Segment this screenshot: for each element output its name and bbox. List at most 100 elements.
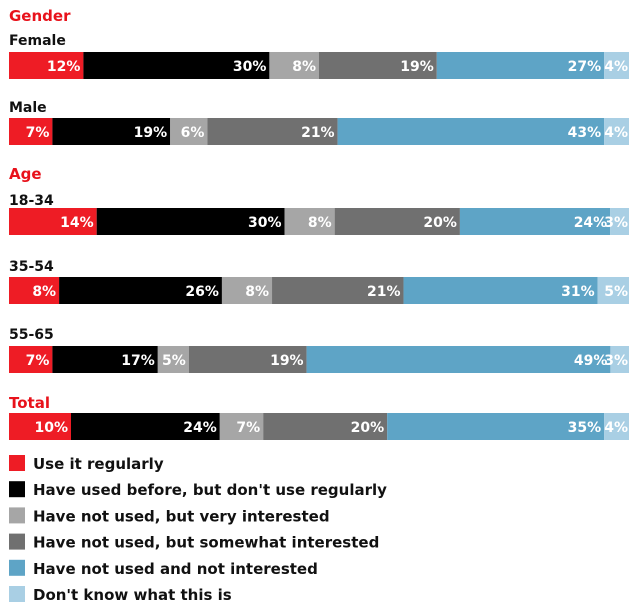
bar-segment xyxy=(604,413,629,440)
legend-label: Have not used and not interested xyxy=(33,560,318,578)
data-label: 19% xyxy=(400,59,434,75)
bar-row: 12% 30% 8% 19% 27% 4% xyxy=(9,52,629,79)
row-label: 55-65 xyxy=(9,327,54,343)
bar-segment xyxy=(9,208,97,235)
bar-segment xyxy=(436,52,605,79)
bar-segment xyxy=(219,413,264,440)
bar-segment xyxy=(9,118,53,145)
legend-label: Have not used, but very interested xyxy=(33,507,330,525)
row-label: Male xyxy=(9,100,47,116)
bar-segment xyxy=(188,346,307,373)
legend-swatch xyxy=(9,586,25,602)
section-heading: Total xyxy=(9,394,50,412)
bar-segment xyxy=(403,277,598,304)
data-label: 24% xyxy=(574,215,608,231)
data-label: 20% xyxy=(351,420,385,436)
bar-segment xyxy=(59,277,222,304)
data-label: 3% xyxy=(604,353,628,369)
data-label: 4% xyxy=(604,59,628,75)
data-label: 19% xyxy=(270,353,304,369)
data-label: 7% xyxy=(26,125,50,141)
legend-swatch xyxy=(9,507,25,524)
legend-swatch xyxy=(9,455,25,471)
data-label: 7% xyxy=(26,353,50,369)
data-label: 4% xyxy=(604,420,628,436)
data-label: 19% xyxy=(134,125,168,141)
data-label: 21% xyxy=(367,284,401,300)
data-label: 35% xyxy=(568,420,602,436)
bar-segment xyxy=(604,118,629,145)
bar-segment xyxy=(610,346,629,373)
row-label: 35-54 xyxy=(9,259,54,275)
bar-segment xyxy=(337,118,605,145)
bar-segment xyxy=(263,413,388,440)
legend-swatch xyxy=(9,533,25,550)
legend-swatch xyxy=(9,559,25,576)
bar-row: 14% 30% 8% 20% 24%3% xyxy=(9,208,629,235)
row-label: 18-34 xyxy=(9,193,54,209)
bar-segment xyxy=(157,346,189,373)
data-label: 49% xyxy=(574,353,608,369)
legend-label: Have not used, but somewhat interested xyxy=(33,534,379,552)
bar-segment xyxy=(170,118,208,145)
bar-segment xyxy=(459,208,611,235)
data-label: 12% xyxy=(47,59,81,75)
data-label: 30% xyxy=(233,59,267,75)
bar-segment xyxy=(52,118,171,145)
data-label: 5% xyxy=(162,353,186,369)
bar-row: 10% 24% 7% 20% 35% 4% xyxy=(9,413,629,440)
data-label: 8% xyxy=(308,215,332,231)
bar-segment xyxy=(334,208,460,235)
data-label: 5% xyxy=(604,284,628,300)
bar-segment xyxy=(71,413,220,440)
data-label: 14% xyxy=(60,215,94,231)
data-label: 8% xyxy=(292,59,316,75)
data-label: 4% xyxy=(604,125,628,141)
bar-segment xyxy=(96,208,285,235)
bar-segment xyxy=(207,118,338,145)
data-label: 20% xyxy=(423,215,457,231)
bar-segment xyxy=(9,346,53,373)
bar-segment xyxy=(9,413,71,440)
bar-segment xyxy=(597,277,629,304)
bar-segment xyxy=(272,277,404,304)
bar-segment xyxy=(269,52,319,79)
section-heading: Gender xyxy=(9,7,71,25)
section-heading: Age xyxy=(9,165,42,183)
bar-row: 7% 17% 5% 19% 49%3% xyxy=(9,346,629,373)
bar-row: 7% 19% 6% 21% 43% 4% xyxy=(9,118,629,145)
legend: Use it regularly Have used before, but do… xyxy=(9,455,387,604)
bar-segment xyxy=(319,52,437,79)
legend-label: Use it regularly xyxy=(33,455,164,473)
data-label: 8% xyxy=(245,284,269,300)
bar-segment xyxy=(221,277,273,304)
data-label: 6% xyxy=(181,125,205,141)
bar-segment xyxy=(9,277,60,304)
data-label: 10% xyxy=(34,420,68,436)
bar-segment xyxy=(387,413,605,440)
bar-row: 8% 26% 8% 21% 31% 5% xyxy=(9,277,629,304)
data-label: 8% xyxy=(32,284,56,300)
row-label: Female xyxy=(9,33,66,49)
data-label: 24% xyxy=(183,420,217,436)
data-label: 21% xyxy=(301,125,335,141)
bar-segment xyxy=(610,208,629,235)
data-label: 31% xyxy=(561,284,595,300)
data-label: 26% xyxy=(185,284,219,300)
data-label: 30% xyxy=(248,215,282,231)
bar-segment xyxy=(284,208,335,235)
bar-segment xyxy=(52,346,158,373)
bar-segment xyxy=(9,52,84,79)
data-label: 43% xyxy=(568,125,602,141)
legend-swatch xyxy=(9,481,25,498)
data-label: 7% xyxy=(236,420,260,436)
data-label: 3% xyxy=(604,215,628,231)
data-label: 27% xyxy=(568,59,602,75)
bar-segment xyxy=(83,52,270,79)
bar-segment xyxy=(306,346,611,373)
bar-segment xyxy=(604,52,629,79)
legend-label: Don't know what this is xyxy=(33,586,232,604)
legend-label: Have used before, but don't use regularl… xyxy=(33,481,387,499)
data-label: 17% xyxy=(121,353,155,369)
